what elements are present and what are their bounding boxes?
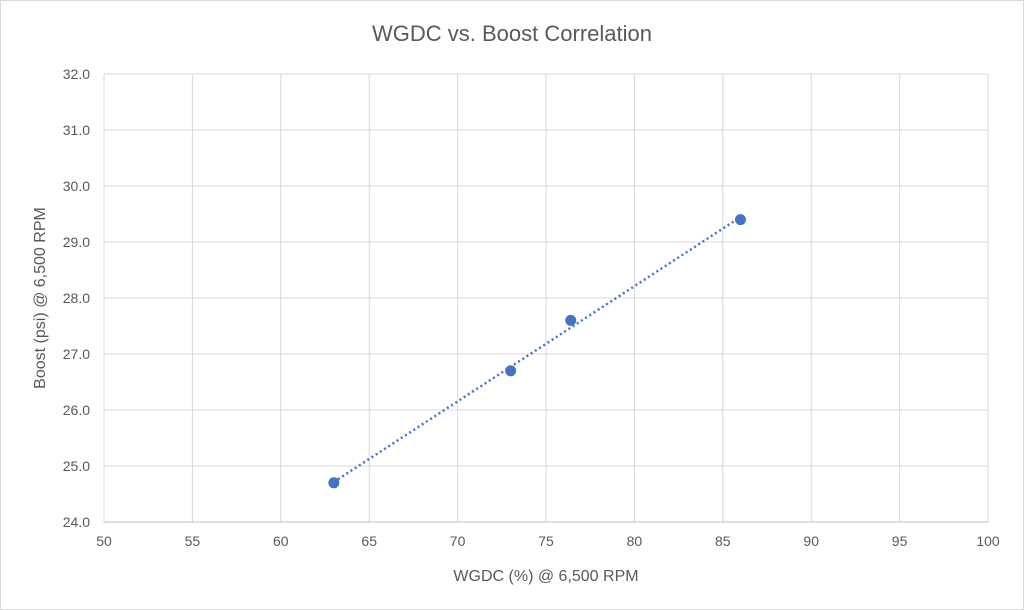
gridlines bbox=[103, 73, 989, 523]
y-axis-title: Boost (psi) @ 6,500 RPM bbox=[32, 207, 49, 389]
y-tick-label: 29.0 bbox=[63, 234, 90, 250]
y-tick-label: 31.0 bbox=[63, 122, 90, 138]
x-tick-label: 95 bbox=[892, 533, 908, 549]
x-tick-label: 80 bbox=[627, 533, 643, 549]
y-tick-label: 25.0 bbox=[63, 458, 90, 474]
y-tick-label: 24.0 bbox=[63, 514, 90, 530]
data-point bbox=[505, 365, 517, 377]
y-tick-label: 27.0 bbox=[63, 346, 90, 362]
y-tick-label: 28.0 bbox=[63, 290, 90, 306]
x-tick-label: 60 bbox=[273, 533, 289, 549]
x-tick-label: 90 bbox=[803, 533, 819, 549]
x-tick-label: 85 bbox=[715, 533, 731, 549]
x-tick-label: 50 bbox=[96, 533, 112, 549]
y-tick-label: 30.0 bbox=[63, 178, 90, 194]
chart-title: WGDC vs. Boost Correlation bbox=[372, 21, 652, 46]
data-point bbox=[328, 477, 340, 489]
x-tick-label: 100 bbox=[976, 533, 1000, 549]
data-point bbox=[734, 214, 746, 226]
x-axis-title: WGDC (%) @ 6,500 RPM bbox=[453, 568, 638, 585]
x-tick-label: 55 bbox=[185, 533, 201, 549]
x-tick-label: 65 bbox=[361, 533, 377, 549]
y-tick-label: 26.0 bbox=[63, 402, 90, 418]
y-tick-label: 32.0 bbox=[63, 66, 90, 82]
tick-labels: 50 55 60 65 70 75 80 85 90 95 100 24.0 25.0 26.0 27.0 2… bbox=[63, 66, 1000, 549]
trendline bbox=[333, 216, 742, 484]
trendline-layer bbox=[333, 216, 742, 484]
x-tick-label: 75 bbox=[538, 533, 554, 549]
data-point bbox=[565, 314, 577, 326]
data-points bbox=[328, 214, 746, 489]
x-tick-label: 70 bbox=[450, 533, 466, 549]
